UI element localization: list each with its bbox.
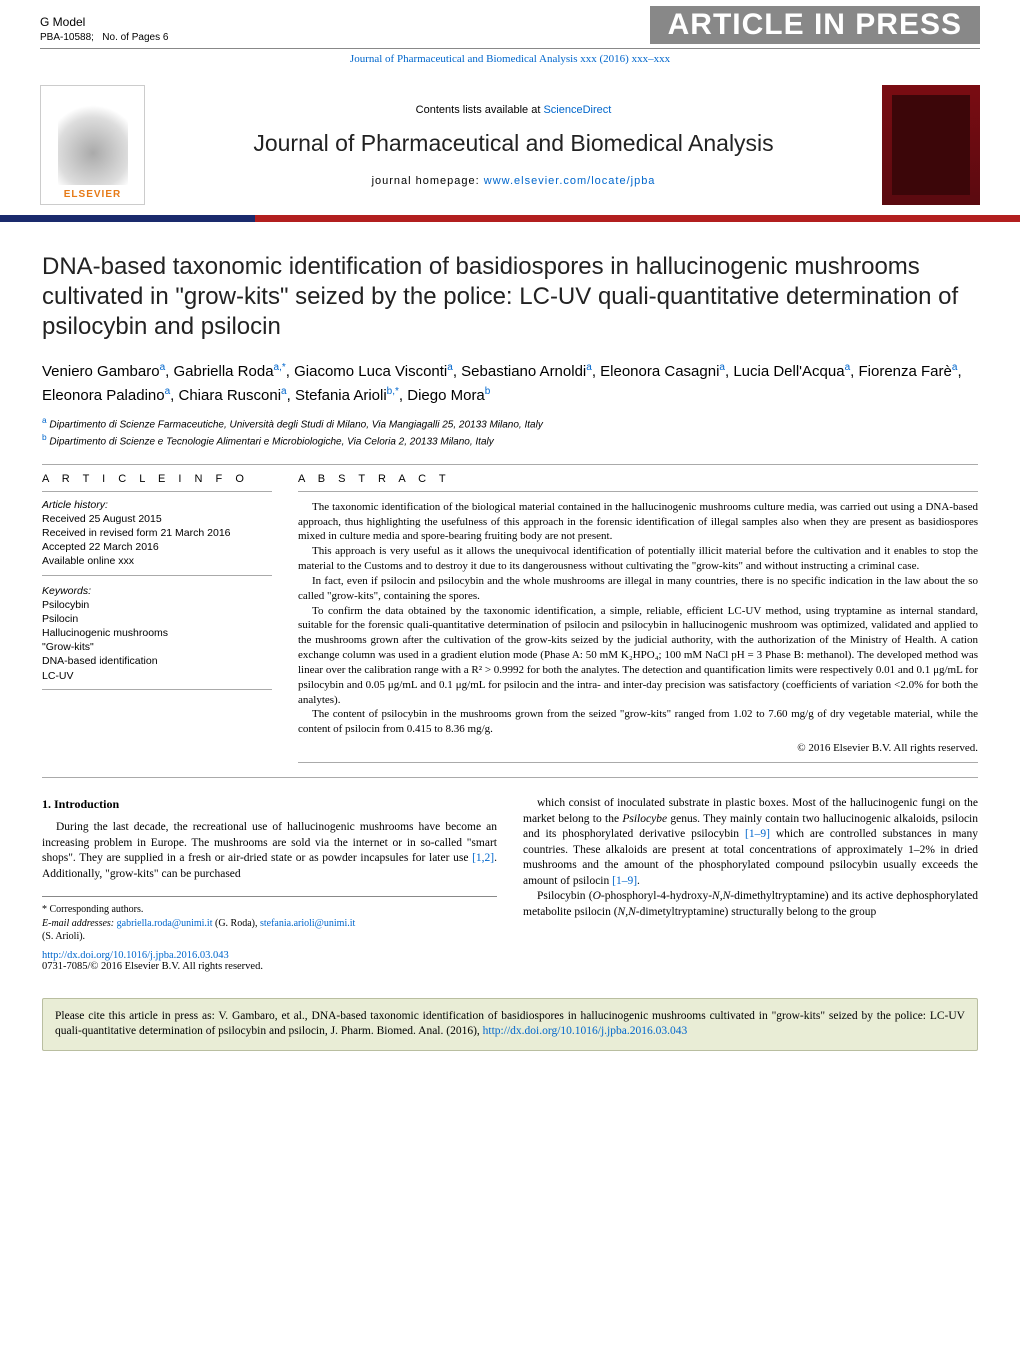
abstract-text: The taxonomic identification of the biol…	[298, 491, 978, 763]
authors-list: Veniero Gambaroa, Gabriella Rodaa,*, Gia…	[0, 356, 1020, 415]
affiliation: a Dipartimento di Scienze Farmaceutiche,…	[0, 415, 1020, 432]
email2-who: (S. Arioli).	[42, 930, 497, 944]
gmodel-label: G Model	[40, 15, 168, 31]
abstract-paragraph: This approach is very useful as it allow…	[298, 544, 978, 574]
journal-reference-line: Journal of Pharmaceutical and Biomedical…	[0, 49, 1020, 75]
abstract-paragraph: To confirm the data obtained by the taxo…	[298, 604, 978, 708]
received-date: Received 25 August 2015	[42, 512, 272, 526]
abstract-heading: A B S T R A C T	[298, 473, 978, 485]
citation-doi-link[interactable]: http://dx.doi.org/10.1016/j.jpba.2016.03…	[483, 1025, 688, 1037]
keyword: DNA-based identification	[42, 654, 272, 668]
email-label: E-mail addresses:	[42, 918, 117, 929]
abstract-paragraph: The content of psilocybin in the mushroo…	[298, 707, 978, 737]
corresponding-author-footnote: * Corresponding authors. E-mail addresse…	[42, 903, 497, 944]
homepage-prefix: journal homepage:	[372, 175, 484, 187]
email1-who: (G. Roda),	[212, 918, 260, 929]
abstract-paragraph: In fact, even if psilocin and psilocybin…	[298, 574, 978, 604]
journal-name: Journal of Pharmaceutical and Biomedical…	[157, 130, 870, 157]
gmodel-ref: PBA-10588;	[40, 32, 94, 43]
keyword: "Grow-kits"	[42, 640, 272, 654]
homepage-link[interactable]: www.elsevier.com/locate/jpba	[484, 175, 656, 187]
header-gmodel: G Model PBA-10588; No. of Pages 6 ARTICL…	[0, 0, 1020, 48]
email-arioli[interactable]: stefania.arioli@unimi.it	[260, 918, 355, 929]
intro-paragraph: Psilocybin (O-phosphoryl-4-hydroxy-N,N-d…	[523, 889, 978, 920]
article-title: DNA-based taxonomic identification of ba…	[0, 222, 1020, 356]
accepted-date: Accepted 22 March 2016	[42, 540, 272, 554]
intro-paragraph: During the last decade, the recreational…	[42, 820, 497, 882]
abstract-paragraph: The taxonomic identification of the biol…	[298, 500, 978, 545]
journal-cover-thumbnail	[882, 85, 980, 205]
elsevier-logo: ELSEVIER	[40, 85, 145, 205]
contents-prefix: Contents lists available at	[416, 104, 544, 116]
elsevier-label: ELSEVIER	[64, 189, 121, 200]
article-in-press-banner: ARTICLE IN PRESS	[650, 6, 980, 44]
abstract-copyright: © 2016 Elsevier B.V. All rights reserved…	[298, 737, 978, 756]
contents-lists-line: Contents lists available at ScienceDirec…	[157, 104, 870, 116]
intro-right-column: which consist of inoculated substrate in…	[523, 796, 978, 944]
history-label: Article history:	[42, 498, 272, 512]
email-roda[interactable]: gabriella.roda@unimi.it	[117, 918, 213, 929]
journal-reference-link[interactable]: Journal of Pharmaceutical and Biomedical…	[350, 53, 670, 65]
keywords-block: Keywords: PsilocybinPsilocinHallucinogen…	[42, 576, 272, 690]
color-bar	[0, 215, 1020, 222]
issn-copyright-line: 0731-7085/© 2016 Elsevier B.V. All right…	[0, 961, 1020, 986]
keyword: Hallucinogenic mushrooms	[42, 626, 272, 640]
keyword: Psilocybin	[42, 598, 272, 612]
doi-line: http://dx.doi.org/10.1016/j.jpba.2016.03…	[0, 944, 1020, 961]
journal-homepage-line: journal homepage: www.elsevier.com/locat…	[157, 175, 870, 187]
intro-left-column: 1. Introduction During the last decade, …	[42, 796, 497, 944]
affiliations: a Dipartimento di Scienze Farmaceutiche,…	[0, 415, 1020, 450]
revised-date: Received in revised form 21 March 2016	[42, 526, 272, 540]
available-online: Available online xxx	[42, 554, 272, 568]
sciencedirect-link[interactable]: ScienceDirect	[543, 104, 611, 116]
citation-box: Please cite this article in press as: V.…	[42, 998, 978, 1051]
gmodel-pages: No. of Pages 6	[102, 32, 168, 43]
intro-paragraph: which consist of inoculated substrate in…	[523, 796, 978, 889]
elsevier-tree-icon	[58, 105, 128, 185]
affiliation: b Dipartimento di Scienze e Tecnologie A…	[0, 432, 1020, 449]
corresponding-star: * Corresponding authors.	[42, 903, 497, 917]
keyword: Psilocin	[42, 612, 272, 626]
doi-link[interactable]: http://dx.doi.org/10.1016/j.jpba.2016.03…	[42, 950, 229, 961]
journal-header: ELSEVIER Contents lists available at Sci…	[0, 75, 1020, 215]
article-history: Article history: Received 25 August 2015…	[42, 491, 272, 576]
introduction-heading: 1. Introduction	[42, 796, 497, 812]
keywords-label: Keywords:	[42, 584, 272, 598]
keyword: LC-UV	[42, 669, 272, 683]
article-info-heading: A R T I C L E I N F O	[42, 473, 272, 485]
